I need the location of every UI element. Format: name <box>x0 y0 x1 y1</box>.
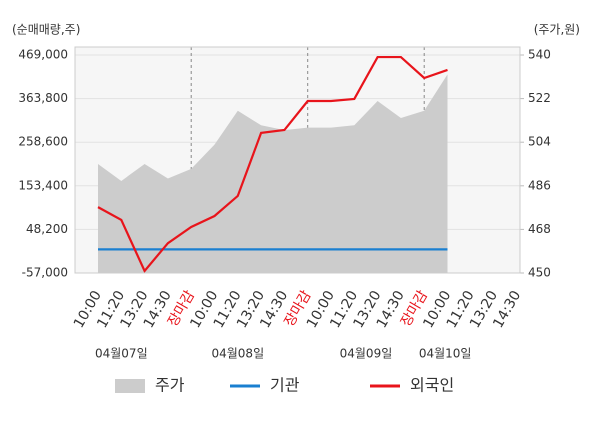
date-label: 04월07일 <box>95 347 148 361</box>
date-label: 04월09일 <box>340 347 393 361</box>
y-tick-label: 363,800 <box>18 91 68 105</box>
y-tick-label: 258,600 <box>18 135 68 149</box>
y2-tick-label: 504 <box>528 135 551 149</box>
legend-label: 기관 <box>270 376 300 395</box>
y2-tick-label: 450 <box>528 266 551 280</box>
date-label: 04월08일 <box>211 347 264 361</box>
y-axis-title: (순매매량,주) <box>12 23 80 37</box>
y2-tick-label: 522 <box>528 91 551 105</box>
legend-label: 외국인 <box>410 376 454 395</box>
plot-frame <box>74 46 521 274</box>
price-area <box>98 74 448 273</box>
y-tick-label: -57,000 <box>22 266 68 280</box>
y2-axis-title: (주가,원) <box>534 23 580 37</box>
series-line <box>97 55 448 273</box>
y-tick-label: 469,000 <box>18 48 68 62</box>
y2-tick-label: 468 <box>528 222 551 236</box>
legend-label: 주가 <box>155 376 185 395</box>
y2-tick-label: 540 <box>528 48 551 62</box>
legend-swatch <box>115 379 145 393</box>
date-label: 04월10일 <box>419 347 472 361</box>
y-tick-label: 153,400 <box>18 178 68 192</box>
y2-tick-label: 486 <box>528 178 551 192</box>
y-tick-label: 48,200 <box>26 222 68 236</box>
